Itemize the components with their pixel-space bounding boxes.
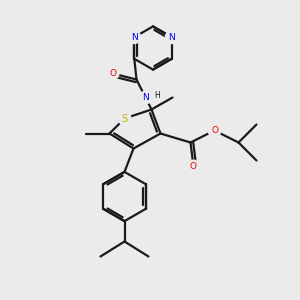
Circle shape — [128, 31, 141, 44]
Text: N: N — [131, 33, 138, 42]
Circle shape — [118, 112, 131, 125]
Circle shape — [139, 91, 152, 104]
Text: H: H — [154, 92, 160, 100]
Circle shape — [208, 124, 221, 137]
Text: O: O — [211, 126, 218, 135]
Circle shape — [106, 67, 119, 80]
Text: O: O — [190, 162, 197, 171]
Circle shape — [187, 160, 200, 173]
Text: N: N — [142, 93, 149, 102]
Text: O: O — [109, 69, 116, 78]
Circle shape — [165, 31, 178, 44]
Text: N: N — [168, 33, 175, 42]
Text: S: S — [122, 113, 128, 124]
